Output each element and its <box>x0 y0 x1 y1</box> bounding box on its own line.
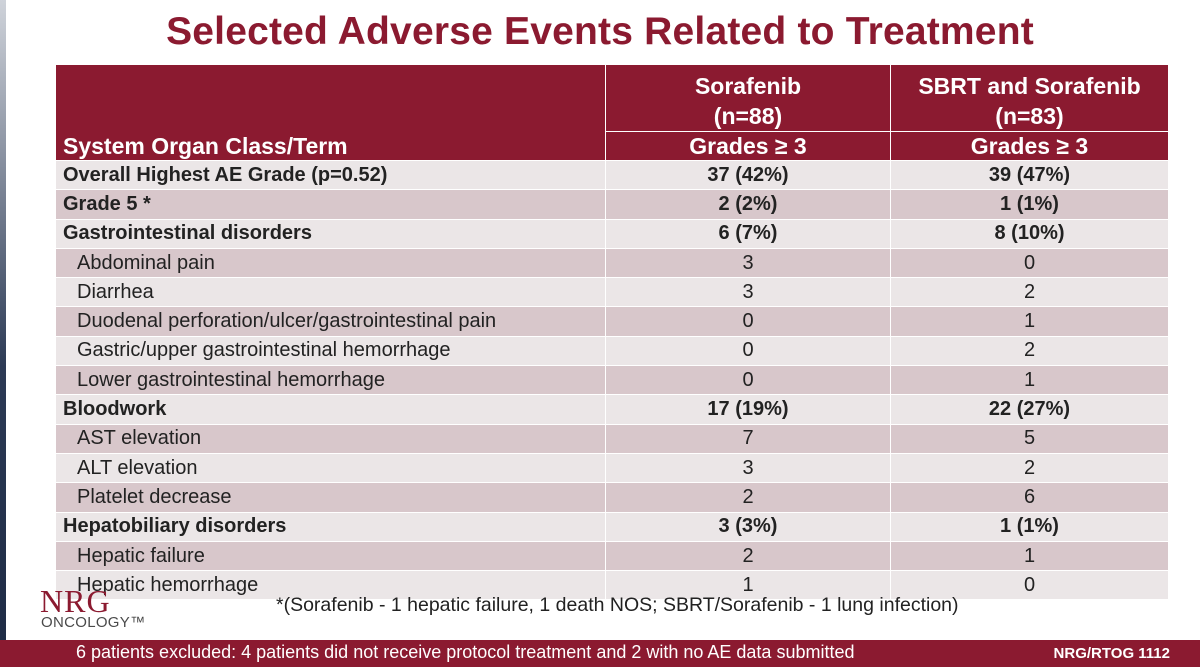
row-arm1-value: 0 <box>605 365 891 396</box>
row-term: Diarrhea <box>55 277 606 308</box>
exclusion-note: 6 patients excluded: 4 patients did not … <box>76 642 855 662</box>
logo-subtitle: ONCOLOGY™ <box>41 614 146 631</box>
header-arm1-grades: Grades ≥ 3 <box>605 131 891 161</box>
row-arm2-value: 0 <box>890 248 1169 279</box>
row-arm2-value: 8 (10%) <box>890 219 1169 249</box>
row-term: Bloodwork <box>55 394 606 425</box>
row-term: Gastric/upper gastrointestinal hemorrhag… <box>55 336 606 367</box>
row-arm1-value: 3 <box>605 453 891 484</box>
header-arm2-name: SBRT and Sorafenib <box>918 73 1141 99</box>
header-arm1-name: Sorafenib <box>694 73 802 99</box>
adverse-events-table: Sorafenib (n=88) SBRT and Sorafenib (n=8… <box>55 64 1169 601</box>
row-arm2-value: 39 (47%) <box>890 160 1169 191</box>
row-arm1-value: 0 <box>605 336 891 367</box>
row-term: Abdominal pain <box>55 248 606 279</box>
table-subheader-row: System Organ Class/Term Grades ≥ 3 Grade… <box>55 131 1169 161</box>
row-arm2-value: 2 <box>890 277 1169 308</box>
table-header-row: Sorafenib (n=88) SBRT and Sorafenib (n=8… <box>55 64 1169 132</box>
table-body: Overall Highest AE Grade (p=0.52) 37 (42%… <box>55 160 1169 601</box>
row-term: Duodenal perforation/ulcer/gastrointesti… <box>55 306 606 337</box>
table-row: Bloodwork 17 (19%) 22 (27%) <box>55 394 1169 425</box>
row-arm1-value: 3 <box>605 277 891 308</box>
row-term: Hepatic hemorrhage <box>55 570 606 601</box>
table-row: Hepatic hemorrhage 1 0 <box>55 570 1169 601</box>
header-arm2-n: (n=83) <box>995 103 1064 129</box>
row-term: Grade 5 * <box>55 189 606 220</box>
row-arm2-value: 6 <box>890 482 1169 513</box>
row-arm1-value: 2 <box>605 541 891 572</box>
nrg-oncology-logo: NRG ONCOLOGY™ <box>38 584 168 632</box>
table-row: Grade 5 * 2 (2%) 1 (1%) <box>55 189 1169 220</box>
row-arm2-value: 1 (1%) <box>890 512 1169 542</box>
header-arm2: SBRT and Sorafenib (n=83) <box>890 64 1169 132</box>
table-row: Lower gastrointestinal hemorrhage 0 1 <box>55 365 1169 396</box>
row-term: ALT elevation <box>55 453 606 484</box>
table-row: Hepatic failure 2 1 <box>55 541 1169 572</box>
row-term: Hepatobiliary disorders <box>55 512 606 542</box>
row-arm1-value: 0 <box>605 306 891 337</box>
header-arm1-n: (n=88) <box>713 103 783 129</box>
row-term: Lower gastrointestinal hemorrhage <box>55 365 606 396</box>
window-edge <box>0 0 6 667</box>
row-arm1-value: 17 (19%) <box>605 394 891 425</box>
table-row: Duodenal perforation/ulcer/gastrointesti… <box>55 306 1169 337</box>
row-arm1-value: 37 (42%) <box>605 160 891 191</box>
row-term: Platelet decrease <box>55 482 606 513</box>
row-term: Hepatic failure <box>55 541 606 572</box>
svg-text:NRG: NRG <box>40 584 111 616</box>
table-row: ALT elevation 3 2 <box>55 453 1169 484</box>
table-footnote: *(Sorafenib - 1 hepatic failure, 1 death… <box>276 594 959 616</box>
table-row: Hepatobiliary disorders 3 (3%) 1 (1%) <box>55 512 1169 542</box>
header-arm1: Sorafenib (n=88) <box>605 64 891 132</box>
row-arm2-value: 0 <box>890 570 1169 601</box>
row-arm1-value: 1 <box>605 570 891 601</box>
row-term: AST elevation <box>55 424 606 454</box>
nrg-logo-icon: NRG <box>40 584 111 616</box>
slide-title: Selected Adverse Events Related to Treat… <box>166 10 1034 53</box>
row-arm2-value: 1 (1%) <box>890 189 1169 220</box>
table-row: Abdominal pain 3 0 <box>55 248 1169 279</box>
row-arm2-value: 2 <box>890 453 1169 484</box>
bottom-bar: 6 patients excluded: 4 patients did not … <box>0 640 1200 667</box>
table-row: Overall Highest AE Grade (p=0.52) 37 (42%… <box>55 160 1169 191</box>
row-arm2-value: 1 <box>890 306 1169 337</box>
row-term: Gastrointestinal disorders <box>55 219 606 249</box>
row-arm1-value: 6 (7%) <box>605 219 891 249</box>
row-arm2-value: 1 <box>890 541 1169 572</box>
row-arm1-value: 7 <box>605 424 891 454</box>
table-row: Gastrointestinal disorders 6 (7%) 8 (10%) <box>55 219 1169 249</box>
header-term: System Organ Class/Term <box>55 131 606 161</box>
header-term-blank <box>55 64 606 132</box>
header-arm2-grades: Grades ≥ 3 <box>890 131 1169 161</box>
row-arm1-value: 3 (3%) <box>605 512 891 542</box>
table-row: Diarrhea 3 2 <box>55 277 1169 308</box>
row-arm1-value: 2 (2%) <box>605 189 891 220</box>
row-arm2-value: 2 <box>890 336 1169 367</box>
row-arm2-value: 22 (27%) <box>890 394 1169 425</box>
row-arm2-value: 1 <box>890 365 1169 396</box>
row-arm1-value: 3 <box>605 248 891 279</box>
study-id: NRG/RTOG 1112 <box>1053 645 1170 662</box>
row-arm2-value: 5 <box>890 424 1169 454</box>
table-row: AST elevation 7 5 <box>55 424 1169 454</box>
row-term: Overall Highest AE Grade (p=0.52) <box>55 160 606 191</box>
row-arm1-value: 2 <box>605 482 891 513</box>
table-row: Gastric/upper gastrointestinal hemorrhag… <box>55 336 1169 367</box>
table-row: Platelet decrease 2 6 <box>55 482 1169 513</box>
